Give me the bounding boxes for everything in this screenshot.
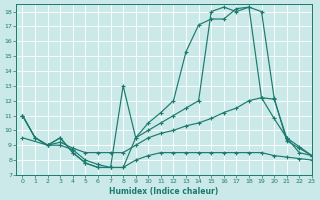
X-axis label: Humidex (Indice chaleur): Humidex (Indice chaleur) (109, 187, 219, 196)
